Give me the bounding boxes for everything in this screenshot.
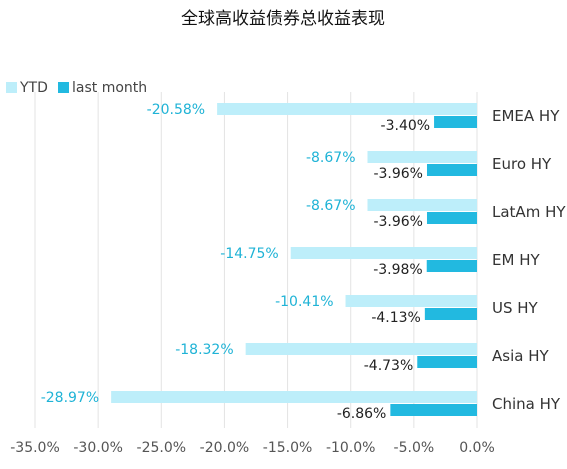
x-tick-label: -10.0% [326,440,376,456]
x-tick-label: -30.0% [73,440,123,456]
category-label: EM HY [492,251,540,269]
x-tick-label: -25.0% [137,440,187,456]
data-label-last-month: -3.96% [373,214,423,230]
bar-last-month [434,116,477,128]
gridlines [34,92,478,428]
bars [111,103,478,416]
legend-swatch-ytd [6,82,17,93]
bar-last-month [426,260,477,272]
bar-ytd [111,391,478,403]
legend-label-last-month: last month [72,80,147,96]
category-label: Euro HY [492,155,552,173]
bar-ytd [345,295,477,307]
x-tick-label: -5.0% [394,440,435,456]
data-label-ytd: -28.97% [41,390,99,406]
bar-ytd [367,151,477,163]
category-label: EMEA HY [492,107,560,125]
data-label-last-month: -3.96% [373,166,423,182]
data-label-ytd: -8.67% [306,150,356,166]
data-label-ytd: -20.58% [147,102,205,118]
x-tick-label: 0.0% [459,440,495,456]
bar-ytd [290,247,477,259]
bar-ytd [367,199,477,211]
data-label-last-month: -3.98% [373,262,423,278]
x-tick-label: -35.0% [10,440,60,456]
data-label-last-month: -3.40% [381,118,431,134]
legend-swatch-last-month [58,82,69,93]
bar-last-month [417,356,477,368]
data-label-ytd: -18.32% [175,342,233,358]
x-tick-label: -20.0% [200,440,250,456]
bar-last-month [424,308,477,320]
bar-last-month [426,164,477,176]
legend-label-ytd: YTD [19,80,48,96]
data-label-ytd: -8.67% [306,198,356,214]
data-label-last-month: -6.86% [337,406,387,422]
category-labels: EMEA HY Euro HY LatAm HY EM HY US HY Asia HY C… [492,107,566,413]
bar-ytd [245,343,477,355]
chart-title: 全球高收益债券总收益表现 [181,9,385,29]
category-label: Asia HY [492,347,549,365]
data-labels: -20.58% -3.40% -8.67% -3.96% -8.67% -3.96% -14… [41,102,430,422]
data-label-ytd: -14.75% [220,246,278,262]
x-tick-label: -15.0% [263,440,313,456]
category-label: LatAm HY [492,203,566,221]
data-label-last-month: -4.73% [364,358,414,374]
bar-last-month [426,212,477,224]
category-label: China HY [492,395,561,413]
bar-ytd [217,103,477,115]
legend: YTD last month [6,80,147,96]
category-label: US HY [492,299,539,317]
bar-last-month [390,404,477,416]
data-label-ytd: -10.41% [275,294,333,310]
data-label-last-month: -4.13% [371,310,421,326]
x-axis: -35.0% -30.0% -25.0% -20.0% -15.0% -10.0% -5.0… [10,440,495,456]
